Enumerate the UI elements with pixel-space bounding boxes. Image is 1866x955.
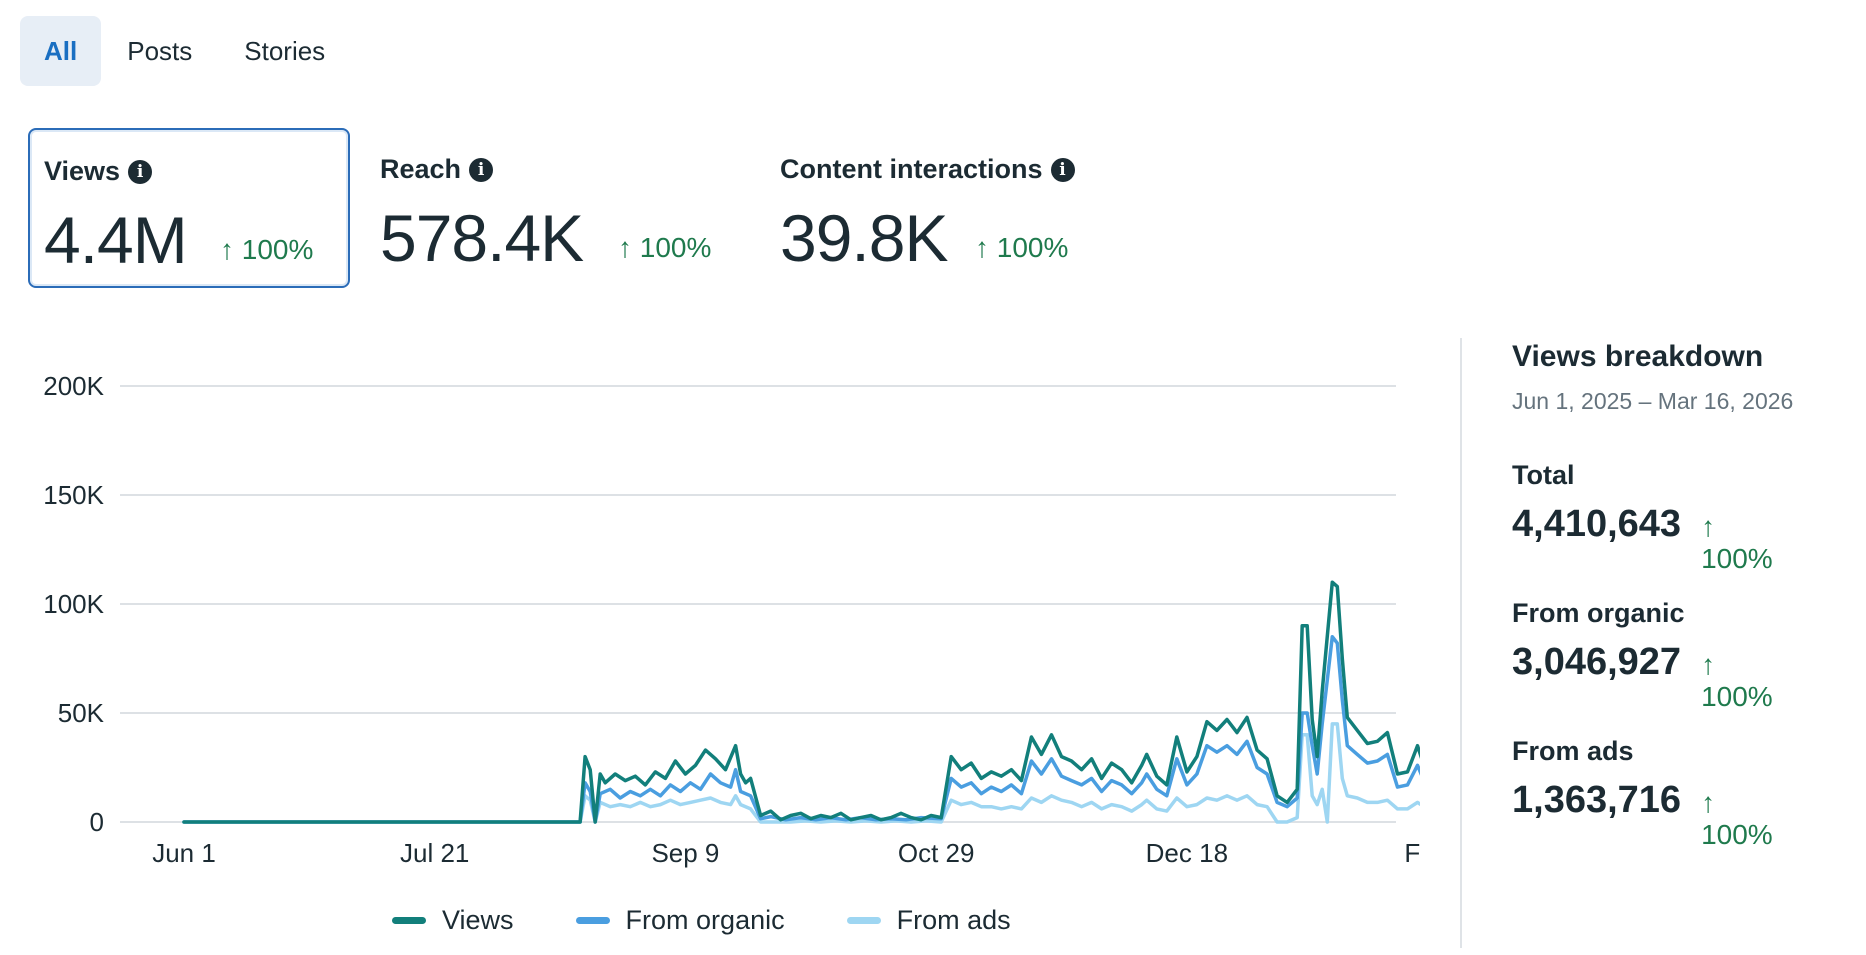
views-line-chart: 0 50K 100K 150K 200K Jun 1 Jul 21 Sep 9 Oct 29 D… [43,371,1420,868]
y-tick-label: 0 [90,807,104,837]
series-line-views [182,580,1420,824]
legend-swatch-ads [846,917,881,924]
x-tick-label: Dec 18 [1146,838,1228,868]
metric-card-reach[interactable]: Reach i 578.4K ↑ 100% [380,128,750,288]
metric-delta-content-interactions: ↑ 100% [975,232,1069,263]
breakdown-delta: ↑ 100% [1701,787,1773,850]
legend-label: From organic [625,905,785,935]
metric-label-views: Views i [44,156,153,187]
breakdown-value-row: 1,363,716 ↑ 100% [1512,779,1793,851]
breakdown-value: 4,410,643 [1512,503,1682,545]
y-tick-label: 150K [43,480,104,510]
breakdown-organic: From organic 3,046,927 ↑ 100% [1512,598,1793,713]
x-tick-label: Oct 29 [898,838,975,868]
legend-item-views[interactable]: Views [392,905,514,936]
legend-label: From ads [896,905,1011,935]
breakdown-delta: ↑ 100% [1701,649,1773,712]
series-line-ads [182,722,1420,824]
metric-card-views[interactable]: Views i 4.4M ↑ 100% [28,128,350,288]
x-tick-label: Feb 6 [1404,838,1420,868]
breakdown-label: From organic [1512,598,1685,628]
breakdown-label: Total [1512,460,1575,490]
x-tick-label: Jun 1 [152,838,216,868]
series-line-organic [182,634,1420,824]
x-tick-label: Jul 21 [400,838,469,868]
y-tick-label: 100K [43,589,104,619]
legend-label: Views [442,905,514,935]
legend-item-ads[interactable]: From ads [846,905,1011,936]
metric-label-reach: Reach i [380,154,494,185]
info-icon[interactable]: i [469,157,494,182]
metric-delta-views: ↑ 100% [220,234,314,265]
y-tick-label: 50K [58,698,105,728]
breakdown-total: Total 4,410,643 ↑ 100% [1512,460,1793,575]
metric-value-reach: 578.4K [380,201,584,275]
chart-legend: Views From organic From ads [392,905,1011,936]
metric-label-content-interactions: Content interactions i [780,154,1075,185]
info-icon[interactable]: i [1050,157,1075,182]
metric-delta-reach: ↑ 100% [618,232,712,263]
metric-value-content-interactions: 39.8K [780,201,948,275]
metric-card-content-interactions[interactable]: Content interactions i 39.8K ↑ 100% [780,128,1140,288]
panel-divider [1460,338,1462,948]
x-tick-label: Sep 9 [651,838,719,868]
legend-swatch-views [392,917,426,924]
tab-all[interactable]: All [20,16,102,86]
tab-posts[interactable]: Posts [127,35,193,66]
breakdown-value-row: 3,046,927 ↑ 100% [1512,641,1793,713]
legend-item-organic[interactable]: From organic [575,905,785,936]
breakdown-value: 3,046,927 [1512,641,1682,683]
breakdown-value: 1,363,716 [1512,779,1682,821]
metric-value-views: 4.4M [44,203,188,277]
views-breakdown-panel: Views breakdown Jun 1, 2025 – Mar 16, 20… [1512,340,1794,850]
breakdown-ads: From ads 1,363,716 ↑ 100% [1512,736,1793,851]
breakdown-delta: ↑ 100% [1701,511,1773,574]
legend-swatch-organic [575,917,610,924]
y-tick-label: 200K [43,371,104,401]
content-type-tabs: All Posts Stories [20,16,351,86]
tab-stories[interactable]: Stories [244,35,326,66]
breakdown-value-row: 4,410,643 ↑ 100% [1512,503,1793,575]
breakdown-date-range: Jun 1, 2025 – Mar 16, 2026 [1512,388,1794,414]
breakdown-label: From ads [1512,736,1634,766]
breakdown-title: Views breakdown [1512,340,1764,373]
info-icon[interactable]: i [128,159,153,184]
